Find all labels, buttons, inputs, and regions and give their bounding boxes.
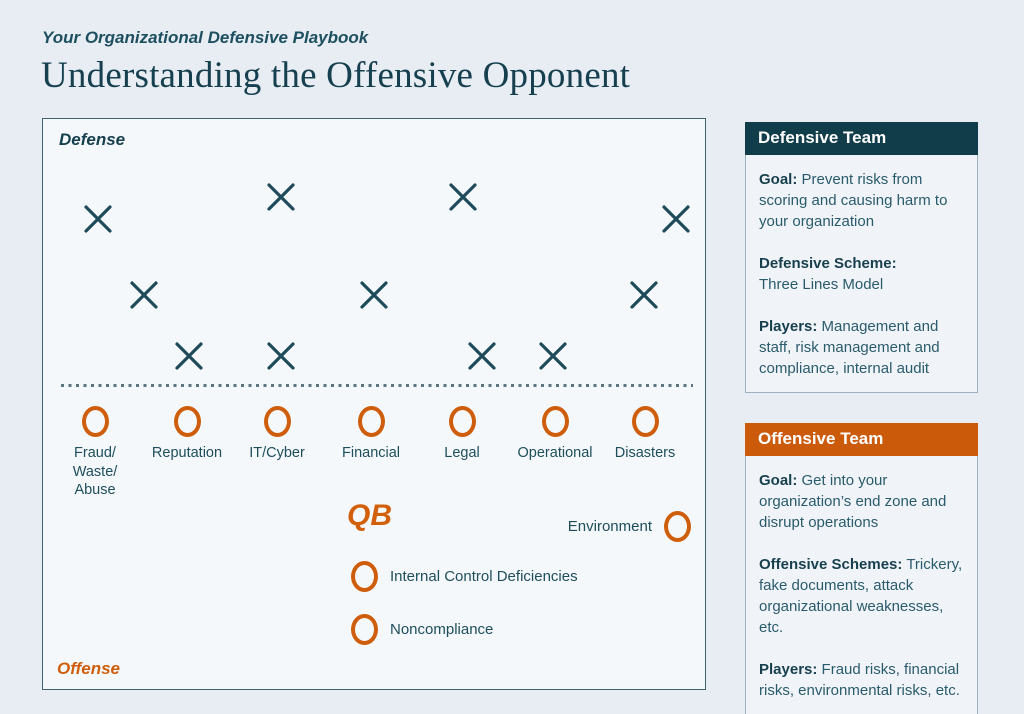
risk-player-disasters: Disasters: [585, 406, 705, 463]
qb-label: QB: [347, 499, 392, 532]
offense-circle-icon: [351, 614, 378, 645]
offense-circle-icon: [541, 406, 569, 437]
offensive-schemes: Offensive Schemes: Trickery, fake docume…: [759, 554, 965, 638]
risk-player-label: Internal Control Deficiencies: [390, 568, 578, 585]
offensive-team-body: Goal: Get into your organization’s end z…: [746, 456, 977, 714]
risk-player-environment: Environment: [568, 511, 691, 542]
offense-circle-icon: [81, 406, 109, 437]
offense-circle-icon: [351, 561, 378, 592]
defensive-team-header: Defensive Team: [745, 122, 978, 155]
offensive-team-header: Offensive Team: [745, 423, 978, 456]
defensive-scheme: Defensive Scheme: Three Lines Model: [759, 253, 965, 295]
goal-label: Goal:: [759, 171, 798, 188]
risk-player-label: Disasters: [614, 445, 676, 461]
scheme-label: Defensive Scheme:: [759, 255, 897, 272]
defense-x-icon: [447, 181, 479, 213]
offensive-players: Players: Fraud risks, financial risks, e…: [759, 659, 965, 701]
risk-player-label: Noncompliance: [390, 621, 494, 638]
offense-circle-icon: [357, 406, 385, 437]
offense-circle-icon: [263, 406, 291, 437]
risk-player-label: Reputation: [151, 445, 223, 461]
page-title: Understanding the Offensive Opponent: [41, 55, 631, 96]
risk-player-label: Legal: [444, 445, 480, 461]
goal-label: Goal:: [759, 472, 798, 489]
risk-player-financial: Financial: [311, 406, 431, 463]
risk-player-internal-control: Internal Control Deficiencies: [351, 561, 578, 592]
risk-player-label: Operational: [517, 445, 593, 461]
schemes-label: Offensive Schemes:: [759, 556, 903, 573]
defense-x-icon: [358, 279, 390, 311]
defensive-team-panel: Defensive Team Goal: Prevent risks from …: [745, 122, 978, 393]
risk-player-label: Environment: [567, 518, 652, 535]
risk-player-legal: Legal: [402, 406, 522, 463]
players-label: Players:: [759, 661, 818, 678]
defense-x-icon: [265, 181, 297, 213]
defense-x-icon: [82, 203, 114, 235]
offensive-team-panel: Offensive Team Goal: Get into your organ…: [745, 423, 978, 714]
risk-player-label: Financial: [341, 445, 401, 461]
play-field: Defense Fraud/ Waste/ Abuse Reputation I…: [42, 118, 706, 690]
defensive-team-body: Goal: Prevent risks from scoring and cau…: [746, 155, 977, 392]
scheme-text: Three Lines Model: [759, 276, 884, 293]
defense-x-icon: [537, 340, 569, 372]
defense-x-icon: [265, 340, 297, 372]
defense-x-icon: [173, 340, 205, 372]
players-text: Management and staff, risk management an…: [759, 318, 940, 377]
risk-player-noncompliance: Noncompliance: [351, 614, 493, 645]
schemes-text: Trickery, fake documents, attack organiz…: [759, 556, 963, 636]
defensive-players: Players: Management and staff, risk mana…: [759, 316, 965, 379]
risk-player-reputation: Reputation: [127, 406, 247, 463]
players-text: Fraud risks, financial risks, environmen…: [759, 661, 960, 699]
goal-text: Get into your organization’s end zone an…: [759, 472, 947, 531]
eyebrow-text: Your Organizational Defensive Playbook: [42, 28, 369, 47]
offense-circle-icon: [173, 406, 201, 437]
defense-label: Defense: [59, 130, 126, 149]
defense-x-icon: [128, 279, 160, 311]
goal-text: Prevent risks from scoring and causing h…: [759, 171, 948, 230]
defense-x-icon: [628, 279, 660, 311]
risk-player-label: IT/Cyber: [249, 445, 305, 461]
defensive-goal: Goal: Prevent risks from scoring and cau…: [759, 169, 965, 232]
offense-circle-icon: [631, 406, 659, 437]
risk-player-it-cyber: IT/Cyber: [217, 406, 337, 463]
defense-x-icon: [466, 340, 498, 372]
offensive-goal: Goal: Get into your organization’s end z…: [759, 470, 965, 533]
risk-player-operational: Operational: [495, 406, 615, 463]
risk-player-fraud-waste-abuse: Fraud/ Waste/ Abuse: [35, 406, 155, 500]
risk-player-label: Fraud/ Waste/ Abuse: [72, 445, 118, 499]
players-label: Players:: [759, 318, 818, 335]
defense-x-icon: [660, 203, 692, 235]
offense-circle-icon: [448, 406, 476, 437]
offense-label: Offense: [57, 659, 120, 678]
line-of-scrimmage: [61, 384, 693, 387]
offense-circle-icon: [664, 511, 691, 542]
